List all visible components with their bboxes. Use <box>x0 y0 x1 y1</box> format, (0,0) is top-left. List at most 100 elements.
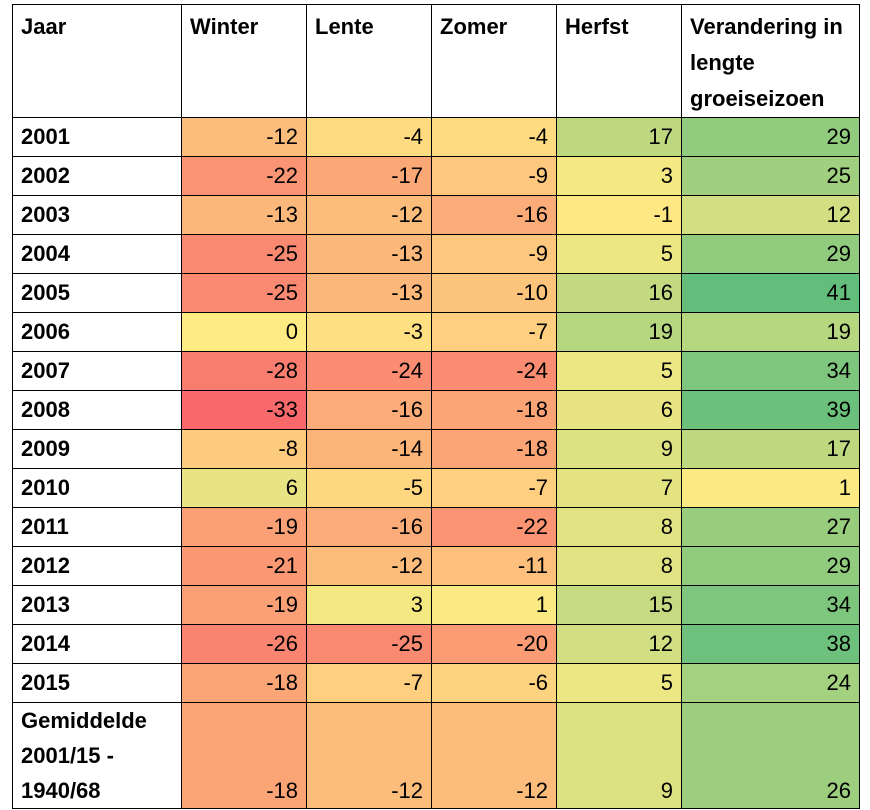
table-row: 2014 -26 -25 -20 12 38 <box>12 624 860 664</box>
value-cell: 0 <box>181 312 307 352</box>
value-cell: 16 <box>556 273 682 313</box>
value-cell: -25 <box>306 624 432 664</box>
table-row: 2004 -25 -13 -9 5 29 <box>12 234 860 274</box>
table-row: 2008 -33 -16 -18 6 39 <box>12 390 860 430</box>
value-cell: -17 <box>306 156 432 196</box>
value-cell: -16 <box>431 195 557 235</box>
value-cell: -26 <box>181 624 307 664</box>
value-cell: 34 <box>681 351 860 391</box>
value-cell: 5 <box>556 663 682 703</box>
table-row: 2009 -8 -14 -18 9 17 <box>12 429 860 469</box>
value-cell: -22 <box>181 156 307 196</box>
value-cell: 27 <box>681 507 860 547</box>
year-cell: 2002 <box>12 156 182 196</box>
year-cell: 2009 <box>12 429 182 469</box>
value-cell: -3 <box>306 312 432 352</box>
year-cell: 2013 <box>12 585 182 625</box>
table-row: 2011 -19 -16 -22 8 27 <box>12 507 860 547</box>
column-header-4: Herfst <box>556 4 682 118</box>
value-cell: -1 <box>556 195 682 235</box>
table-row: 2013 -19 3 1 15 34 <box>12 585 860 625</box>
value-cell: 3 <box>556 156 682 196</box>
average-label: Gemiddelde 2001/15 - 1940/68 <box>12 702 182 809</box>
value-cell: -13 <box>181 195 307 235</box>
value-cell: -9 <box>431 234 557 274</box>
value-cell: -18 <box>181 663 307 703</box>
table-row: 2015 -18 -7 -6 5 24 <box>12 663 860 703</box>
value-cell: -18 <box>181 702 307 809</box>
value-cell: -33 <box>181 390 307 430</box>
value-cell: -13 <box>306 234 432 274</box>
value-cell: -6 <box>431 663 557 703</box>
value-cell: -12 <box>306 546 432 586</box>
year-cell: 2006 <box>12 312 182 352</box>
value-cell: -7 <box>431 312 557 352</box>
value-cell: 12 <box>556 624 682 664</box>
value-cell: -5 <box>306 468 432 508</box>
value-cell: 19 <box>556 312 682 352</box>
value-cell: -10 <box>431 273 557 313</box>
value-cell: -7 <box>306 663 432 703</box>
value-cell: -12 <box>181 117 307 157</box>
value-cell: -24 <box>431 351 557 391</box>
value-cell: -18 <box>431 390 557 430</box>
value-cell: -28 <box>181 351 307 391</box>
value-cell: 26 <box>681 702 860 809</box>
column-header-0: Jaar <box>12 4 182 118</box>
column-header-1: Winter <box>181 4 307 118</box>
value-cell: -7 <box>431 468 557 508</box>
table-row: 2005 -25 -13 -10 16 41 <box>12 273 860 313</box>
value-cell: -24 <box>306 351 432 391</box>
value-cell: 25 <box>681 156 860 196</box>
table-row: 2007 -28 -24 -24 5 34 <box>12 351 860 391</box>
year-cell: 2004 <box>12 234 182 274</box>
value-cell: -19 <box>181 585 307 625</box>
value-cell: -16 <box>306 507 432 547</box>
value-cell: -12 <box>306 195 432 235</box>
value-cell: 8 <box>556 546 682 586</box>
table-row: 2006 0 -3 -7 19 19 <box>12 312 860 352</box>
value-cell: 7 <box>556 468 682 508</box>
value-cell: -20 <box>431 624 557 664</box>
year-cell: 2014 <box>12 624 182 664</box>
value-cell: -4 <box>431 117 557 157</box>
value-cell: -4 <box>306 117 432 157</box>
value-cell: 29 <box>681 117 860 157</box>
value-cell: 17 <box>556 117 682 157</box>
value-cell: -11 <box>431 546 557 586</box>
average-row: Gemiddelde 2001/15 - 1940/68 -18 -12 -12 9 26 <box>12 702 860 809</box>
table-row: 2012 -21 -12 -11 8 29 <box>12 546 860 586</box>
year-cell: 2010 <box>12 468 182 508</box>
value-cell: -19 <box>181 507 307 547</box>
value-cell: -14 <box>306 429 432 469</box>
value-cell: -8 <box>181 429 307 469</box>
table-row: 2010 6 -5 -7 7 1 <box>12 468 860 508</box>
value-cell: 9 <box>556 429 682 469</box>
year-cell: 2003 <box>12 195 182 235</box>
table-row: 2002 -22 -17 -9 3 25 <box>12 156 860 196</box>
value-cell: 38 <box>681 624 860 664</box>
growing-season-table: Jaar Winter Lente Zomer Herfst Verandering in… <box>12 4 860 809</box>
value-cell: 8 <box>556 507 682 547</box>
value-cell: 19 <box>681 312 860 352</box>
value-cell: 12 <box>681 195 860 235</box>
header-row: Jaar Winter Lente Zomer Herfst Verandering in… <box>12 4 860 118</box>
value-cell: 41 <box>681 273 860 313</box>
value-cell: -18 <box>431 429 557 469</box>
table-row: 2003 -13 -12 -16 -1 12 <box>12 195 860 235</box>
value-cell: 24 <box>681 663 860 703</box>
value-cell: -12 <box>306 702 432 809</box>
table-row: 2001 -12 -4 -4 17 29 <box>12 117 860 157</box>
value-cell: 17 <box>681 429 860 469</box>
year-cell: 2005 <box>12 273 182 313</box>
column-header-3: Zomer <box>431 4 557 118</box>
value-cell: 6 <box>556 390 682 430</box>
value-cell: 3 <box>306 585 432 625</box>
value-cell: 6 <box>181 468 307 508</box>
year-cell: 2001 <box>12 117 182 157</box>
value-cell: 29 <box>681 234 860 274</box>
value-cell: 1 <box>681 468 860 508</box>
value-cell: 29 <box>681 546 860 586</box>
column-header-5: Verandering in lengte groeiseizoen <box>681 4 860 118</box>
value-cell: 34 <box>681 585 860 625</box>
